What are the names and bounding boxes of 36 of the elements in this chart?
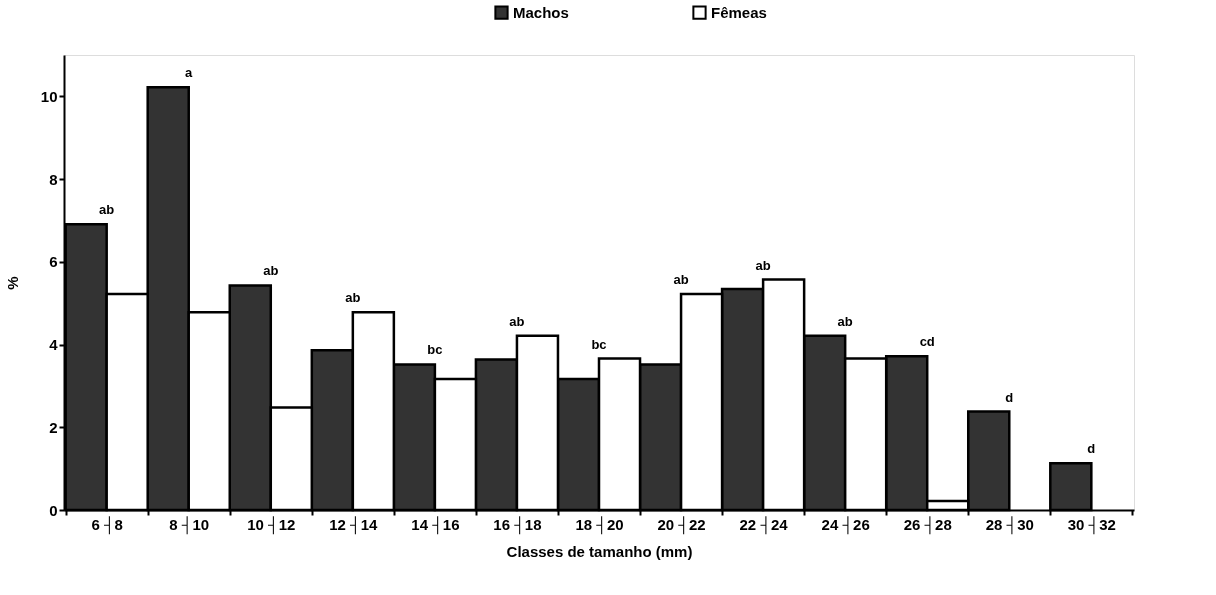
annotation: cd (919, 334, 935, 350)
y-tick-label: 8 (49, 170, 58, 188)
annotation: d (1087, 441, 1096, 457)
y-tick-label: 0 (49, 501, 58, 519)
x-tick-label: 30 ┤32 (1067, 515, 1116, 535)
annotation: ab (99, 202, 115, 218)
y-tick-label: 4 (49, 336, 59, 354)
x-tick-label: 12 ┤14 (329, 515, 379, 535)
legend-label: Machos (513, 3, 569, 21)
y-tick-label: 2 (49, 418, 58, 436)
annotation: bc (591, 336, 607, 352)
x-tick-label: 8 ┤10 (169, 515, 210, 535)
x-tick-label: 6 ┤8 (91, 515, 123, 535)
annotation: ab (509, 313, 525, 329)
x-tick-label: 28 ┤30 (985, 515, 1034, 535)
annotation: a (185, 65, 194, 81)
y-axis-title: % (3, 276, 21, 290)
x-tick-label: 24 ┤26 (821, 515, 870, 535)
annotation: ab (263, 263, 279, 279)
x-tick-label: 14 ┤16 (411, 515, 460, 535)
legend-label: Fêmeas (711, 3, 767, 21)
annotation: d (1005, 389, 1014, 405)
annotation: ab (837, 313, 853, 329)
annotation: ab (673, 272, 689, 288)
annotation: ab (345, 290, 361, 306)
x-tick-label: 20 ┤22 (657, 515, 706, 535)
x-tick-label: 26 ┤28 (903, 515, 952, 535)
x-tick-label: 10 ┤12 (247, 515, 296, 535)
annotation: ab (755, 257, 771, 273)
x-tick-label: 18 ┤20 (575, 515, 624, 535)
annotation: bc (427, 342, 443, 358)
x-tick-label: 16 ┤18 (493, 515, 542, 535)
y-tick-label: 10 (40, 87, 58, 105)
x-tick-label: 22 ┤24 (739, 515, 789, 535)
x-axis-title: Classes de tamanho (mm) (506, 542, 693, 560)
y-tick-label: 6 (49, 253, 58, 271)
